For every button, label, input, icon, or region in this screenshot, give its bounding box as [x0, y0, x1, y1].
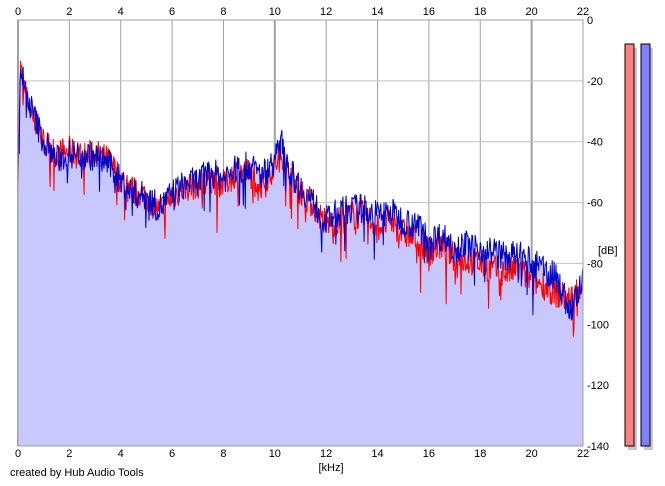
x-tick-label-bottom: 6	[169, 448, 175, 460]
level-meter-bar	[640, 43, 651, 447]
y-tick-label: -20	[587, 76, 603, 88]
x-tick-label-bottom: 0	[15, 448, 21, 460]
x-tick-label-top: 18	[474, 6, 486, 18]
credit-text: created by Hub Audio Tools	[10, 467, 144, 479]
x-tick-label-top: 20	[526, 6, 538, 18]
x-tick-label-top: 16	[423, 6, 435, 18]
y-axis-title: [dB]	[598, 245, 618, 257]
x-tick-label-bottom: 14	[371, 448, 383, 460]
x-tick-label-top: 6	[169, 6, 175, 18]
x-tick-label-top: 8	[220, 6, 226, 18]
x-tick-label-top: 22	[577, 6, 589, 18]
y-tick-label: 0	[587, 15, 593, 27]
x-tick-label-top: 14	[371, 6, 383, 18]
plot-frame	[17, 19, 584, 447]
x-tick-label-bottom: 18	[474, 448, 486, 460]
y-tick-label: -80	[587, 258, 603, 270]
x-tick-label-bottom: 22	[577, 448, 589, 460]
x-tick-label-bottom: 12	[320, 448, 332, 460]
y-tick-label: -40	[587, 137, 603, 149]
x-tick-label-bottom: 4	[118, 448, 124, 460]
x-tick-label-top: 10	[269, 6, 281, 18]
level-meters	[624, 43, 653, 450]
x-tick-label-top: 0	[15, 6, 21, 18]
x-tick-label-top: 12	[320, 6, 332, 18]
x-tick-label-bottom: 10	[269, 448, 281, 460]
spectrum-fill-area	[18, 60, 583, 447]
x-tick-labels-bottom: 0 2 4 6 8 10 12 14 16 18 20 22	[15, 448, 589, 460]
level-meter-bar	[624, 43, 635, 447]
y-tick-label: -100	[587, 319, 609, 331]
x-tick-label-bottom: 16	[423, 448, 435, 460]
x-tick-label-bottom: 8	[220, 448, 226, 460]
y-tick-label: -120	[587, 380, 609, 392]
y-tick-label: -60	[587, 198, 603, 210]
x-tick-label-top: 2	[66, 6, 72, 18]
x-tick-labels-top: 0 2 4 6 8 10 12 14 16 18 20 22	[15, 6, 589, 18]
y-tick-label: -140	[587, 441, 609, 453]
x-tick-label-bottom: 20	[526, 448, 538, 460]
x-axis-title: [kHz]	[318, 462, 343, 474]
series-lines	[17, 60, 584, 337]
series-line	[17, 66, 584, 321]
x-tick-label-top: 4	[118, 6, 124, 18]
x-tick-label-bottom: 2	[66, 448, 72, 460]
y-tick-labels: 0 -20 -40 -60 -80 -100 -120 -140	[587, 15, 609, 453]
